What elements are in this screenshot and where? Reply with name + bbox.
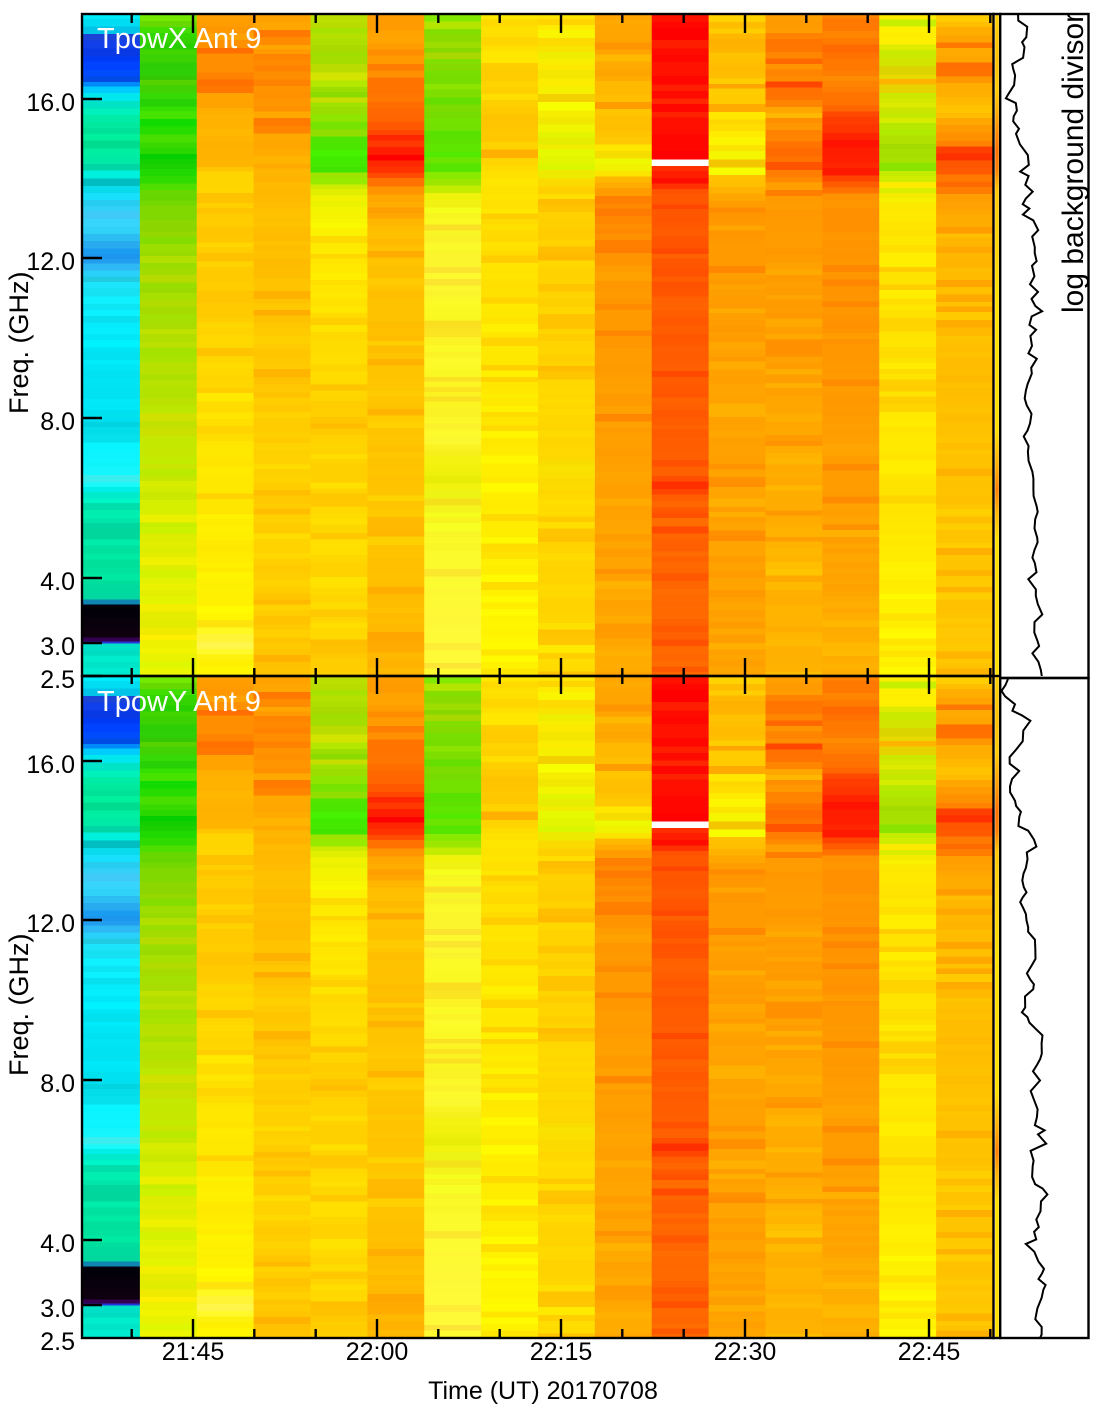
svg-text:21:45: 21:45 [162,1338,225,1366]
svg-text:Time (UT) 20170708: Time (UT) 20170708 [428,1377,658,1405]
svg-text:16.0: 16.0 [26,751,75,779]
svg-text:2.5: 2.5 [40,666,75,694]
svg-text:22:45: 22:45 [898,1338,961,1366]
svg-text:22:30: 22:30 [714,1338,777,1366]
svg-text:Freq. (GHz): Freq. (GHz) [4,271,34,414]
svg-text:8.0: 8.0 [40,1070,75,1098]
svg-text:12.0: 12.0 [26,248,75,276]
svg-text:4.0: 4.0 [40,568,75,596]
svg-text:3.0: 3.0 [40,1295,75,1323]
svg-text:Freq. (GHz): Freq. (GHz) [4,933,34,1076]
svg-text:12.0: 12.0 [26,910,75,938]
svg-text:2.5: 2.5 [40,1328,75,1356]
svg-text:log background divisor: log background divisor [1057,13,1090,313]
svg-text:16.0: 16.0 [26,89,75,117]
svg-text:22:00: 22:00 [346,1338,409,1366]
svg-text:3.0: 3.0 [40,633,75,661]
svg-text:TpowX Ant 9: TpowX Ant 9 [97,23,261,55]
svg-text:8.0: 8.0 [40,408,75,436]
svg-text:4.0: 4.0 [40,1230,75,1258]
svg-text:22:15: 22:15 [530,1338,593,1366]
svg-text:TpowY Ant 9: TpowY Ant 9 [97,686,261,718]
